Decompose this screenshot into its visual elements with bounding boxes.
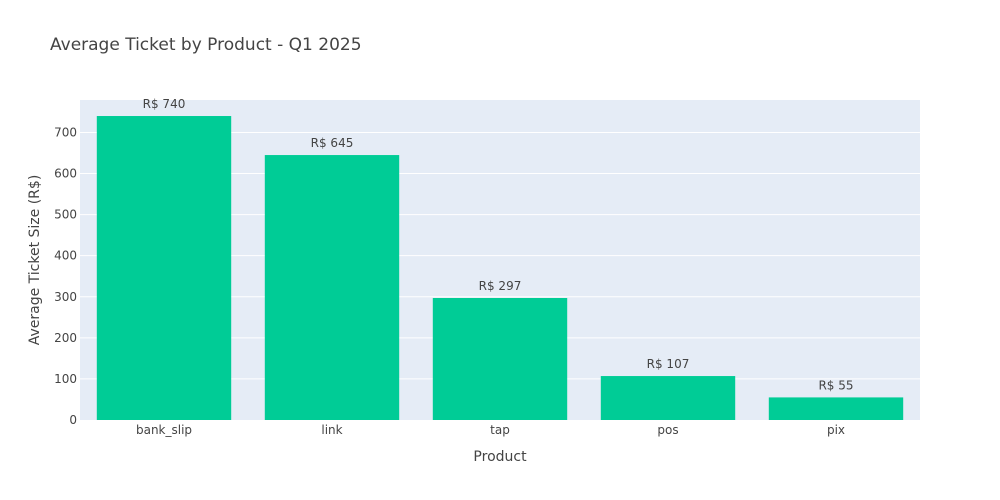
y-tick-label: 0 [69,413,77,427]
bar-pix [768,397,904,420]
x-tick-label: pix [827,423,845,437]
x-tick-label: bank_slip [136,423,192,437]
y-tick-label: 400 [54,249,77,263]
bar-value-label: R$ 645 [311,136,354,150]
bars [96,116,904,420]
chart-title: Average Ticket by Product - Q1 2025 [50,35,362,55]
x-tick-label: pos [657,423,678,437]
y-tick-label: 500 [54,208,77,222]
bar-tap [432,297,568,420]
bar-pos [600,376,736,420]
y-tick-labels: 0 100 200 300 400 500 600 700 [54,125,77,427]
bar-bank_slip [96,116,232,420]
y-tick-label: 200 [54,331,77,345]
x-tick-label: link [321,423,342,437]
bar-value-label: R$ 297 [479,279,522,293]
bar-value-label: R$ 107 [647,357,690,371]
bar-value-labels: R$ 740 R$ 645 R$ 297 R$ 107 R$ 55 [143,97,854,392]
y-axis-title: Average Ticket Size (R$) [27,175,43,346]
x-axis-title: Product [473,449,527,465]
y-tick-label: 700 [54,125,77,139]
y-tick-label: 300 [54,290,77,304]
bar-value-label: R$ 740 [143,97,186,111]
x-tick-label: tap [490,423,510,437]
x-tick-labels: bank_slip link tap pos pix [136,423,845,437]
bar-link [264,155,400,420]
bar-value-label: R$ 55 [818,378,853,392]
y-tick-label: 600 [54,167,77,181]
y-tick-label: 100 [54,372,77,386]
